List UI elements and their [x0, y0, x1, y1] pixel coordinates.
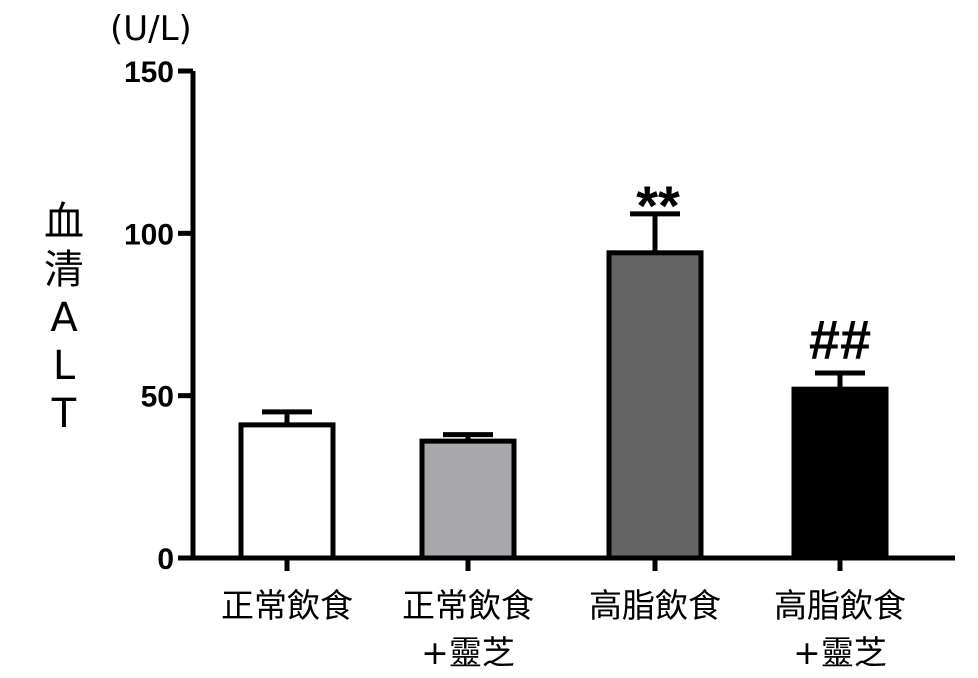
x-tick-label: +靈芝: [421, 633, 515, 672]
y-axis-title-char: 血: [44, 199, 84, 245]
y-tick-label: 100: [124, 218, 174, 251]
y-tick-label: 50: [141, 381, 174, 414]
bars: ** ##: [238, 174, 889, 571]
x-tick-labels: 正常飲食 正常飲食 +靈芝 高脂飲食 高脂飲食 +靈芝: [221, 586, 906, 672]
y-axis-title-char: A: [50, 295, 78, 341]
bar: [419, 438, 517, 561]
bar: [791, 386, 889, 561]
y-unit-label: (U/L): [110, 9, 192, 49]
y-axis-title-char: T: [51, 391, 77, 437]
y-tick-label: 150: [124, 56, 174, 89]
bar: [606, 250, 704, 561]
x-tick-label: 正常飲食: [221, 586, 353, 625]
y-tick-label: 0: [157, 543, 174, 576]
x-tick-label: 高脂飲食: [589, 586, 721, 625]
significance-marker: **: [636, 174, 680, 237]
x-tick-label: 高脂飲食: [774, 586, 906, 625]
x-tick-label: 正常飲食: [402, 586, 534, 625]
x-tick-label: +靈芝: [793, 633, 887, 672]
y-axis-title-char: L: [53, 343, 76, 389]
y-axis-title-char: 清: [44, 247, 84, 293]
significance-marker: ##: [809, 308, 871, 371]
bar: [238, 422, 336, 561]
